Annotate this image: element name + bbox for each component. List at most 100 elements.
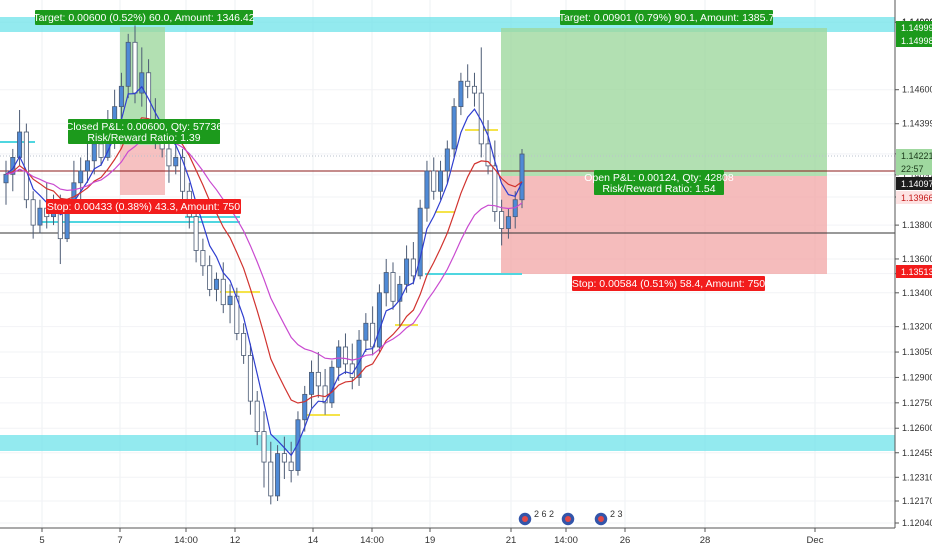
- candle-body: [220, 278, 226, 306]
- candle-body: [329, 366, 335, 404]
- candle-body: [30, 199, 36, 226]
- last-price-tag: 1.14097: [901, 179, 932, 189]
- price-tick-label: 1.13800: [902, 220, 932, 230]
- current-price-tag-bg: [896, 149, 932, 162]
- candle-body: [519, 153, 525, 201]
- time-tick-label: 12: [230, 535, 241, 546]
- stop-label-1-text: Stop: 0.00433 (0.38%) 43.3, Amount: 750: [47, 201, 240, 213]
- event-badge: [560, 511, 576, 527]
- candle-body: [234, 295, 240, 334]
- stop-price-tag: 1.13513: [901, 267, 932, 277]
- candle-body: [254, 400, 260, 433]
- candle-body: [37, 207, 43, 226]
- candle-body: [465, 80, 471, 87]
- time-tick-label: 7: [117, 535, 122, 546]
- candle-body: [3, 173, 9, 184]
- candle-body: [84, 160, 90, 172]
- candle-body: [241, 333, 247, 356]
- ema-fast-line: [5, 85, 523, 457]
- price-tick-label: 1.13200: [902, 322, 932, 332]
- open-pnl-label-text: Open P&L: 0.00124, Qty: 42808: [584, 172, 734, 184]
- candle-body: [451, 106, 457, 150]
- candle-body: [404, 258, 410, 285]
- candle-body: [458, 80, 464, 108]
- target-label-2: Target: 0.00901 (0.79%) 90.1, Amount: 13…: [559, 10, 774, 25]
- closed-pnl-label-text: Closed P&L: 0.00600, Qty: 57736: [66, 121, 223, 133]
- candle-body: [275, 453, 281, 497]
- candle-body: [132, 41, 138, 94]
- stop-label-1: Stop: 0.00433 (0.38%) 43.3, Amount: 750: [46, 199, 241, 214]
- candle-body: [410, 258, 416, 277]
- target-label-2-bg: [560, 10, 773, 25]
- candle-body: [342, 346, 348, 365]
- candle-body: [499, 211, 505, 229]
- event-count: 2 3: [610, 509, 623, 519]
- candle-body: [505, 216, 511, 229]
- target-price-tag: 1.14999: [901, 23, 932, 33]
- time-tick-label: 28: [700, 535, 711, 546]
- price-tick-label: 1.12750: [902, 398, 932, 408]
- annotation-labels: Target: 0.00600 (0.52%) 60.0, Amount: 13…: [33, 10, 774, 527]
- open-pnl-label-bg: [594, 170, 724, 195]
- candle-body: [193, 216, 199, 251]
- candle-body: [281, 453, 287, 463]
- price-tick-label: 1.14399: [902, 119, 932, 129]
- price-tick-label: 1.12900: [902, 372, 932, 382]
- time-tick-label: 14:00: [554, 535, 578, 546]
- candle-body: [478, 92, 484, 145]
- price-tick-label: 1.12600: [902, 423, 932, 433]
- event-count: 2 6 2: [534, 509, 554, 519]
- open-profit-zone: [501, 28, 827, 176]
- candle-body: [247, 355, 253, 402]
- price-tick-label: 1.12170: [902, 496, 932, 506]
- candle-body: [424, 170, 430, 209]
- candle-body: [17, 131, 23, 158]
- closed-loss-zone: [120, 145, 165, 195]
- time-tick-label: 5: [39, 535, 44, 546]
- price-tick-label: 1.12455: [902, 448, 932, 458]
- target-price-tag-bg: [896, 21, 932, 34]
- candle-body: [397, 283, 403, 302]
- stop-label-2-text: Stop: 0.00584 (0.51%) 58.4, Amount: 750: [572, 278, 765, 290]
- candle-body: [288, 461, 294, 471]
- price-tick-label: 1.12310: [902, 472, 932, 482]
- candle-body: [295, 419, 301, 471]
- candle-body: [213, 278, 219, 290]
- candle-body: [376, 292, 382, 348]
- closed-pnl-label-bg: [68, 119, 220, 144]
- price-tick-label: 1.14600: [902, 85, 932, 95]
- countdown-tag-bg: [896, 162, 932, 175]
- ema-slow-line: [5, 137, 523, 361]
- candle-body: [438, 170, 444, 192]
- time-tick-label: 14:00: [174, 535, 198, 546]
- candle-body: [78, 170, 84, 184]
- candle-body: [492, 165, 498, 212]
- candle-body: [261, 431, 267, 463]
- target-label-1-bg: [35, 10, 253, 25]
- candle-body: [471, 85, 477, 94]
- target-price-tag-2-bg: [896, 34, 932, 47]
- candle-body: [200, 250, 206, 267]
- candle-body: [166, 148, 172, 167]
- candle-body: [315, 371, 321, 387]
- candle-body: [485, 143, 491, 167]
- entry-price-tag-bg: [896, 191, 932, 204]
- open-pnl-label-text: Risk/Reward Ratio: 1.54: [602, 183, 715, 195]
- candle-body: [23, 131, 29, 201]
- event-badge: 2 6 2: [517, 509, 554, 527]
- candle-body: [302, 393, 308, 421]
- entry-price-tag: 1.13966: [901, 193, 932, 203]
- candle-body: [268, 461, 274, 497]
- candle-body: [417, 207, 423, 277]
- candle-body: [139, 72, 145, 94]
- price-tick-label: 1.13400: [902, 288, 932, 298]
- time-tick-label: Dec: [807, 535, 824, 546]
- closed-pnl-label: Closed P&L: 0.00600, Qty: 57736Risk/Rewa…: [66, 119, 223, 144]
- moving-averages: [5, 85, 523, 457]
- flag-icon-dot: [598, 516, 604, 522]
- candle-body: [98, 143, 104, 158]
- stop-label-2: Stop: 0.00584 (0.51%) 58.4, Amount: 750: [572, 276, 765, 291]
- candle-body: [444, 148, 450, 172]
